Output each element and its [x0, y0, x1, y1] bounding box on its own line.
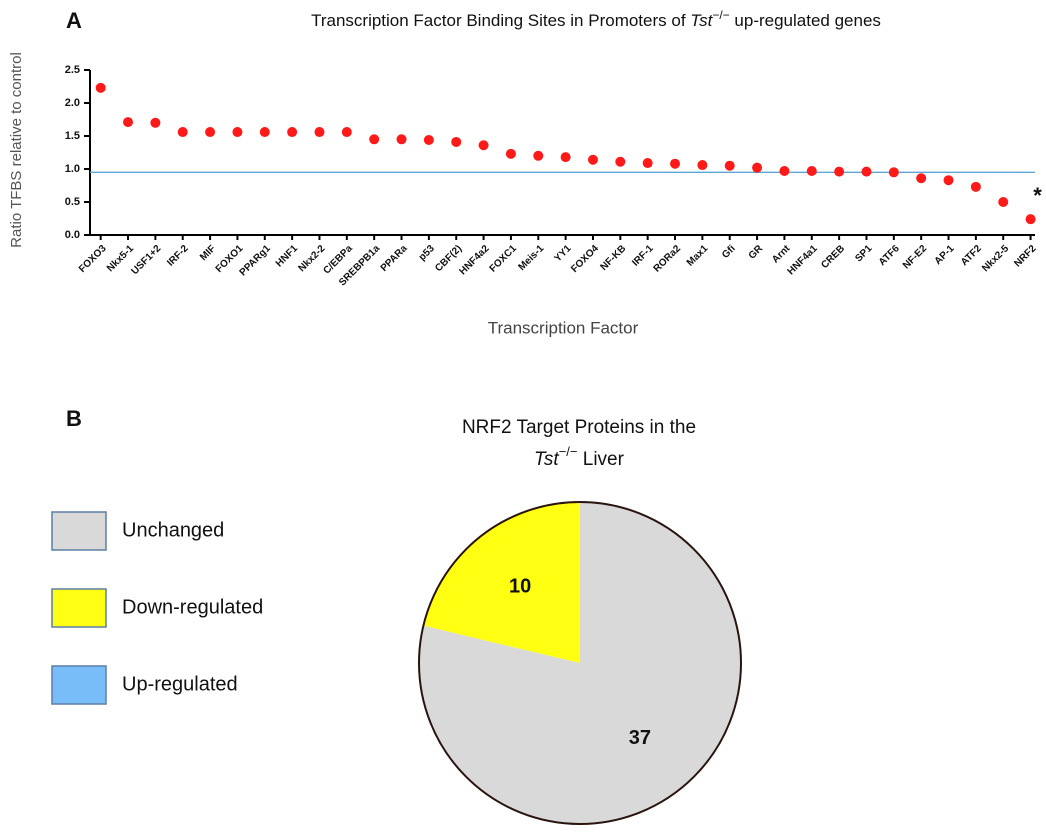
y-tick-label: 2.5	[65, 64, 80, 76]
dot	[451, 136, 462, 147]
x-tick-label: HNF4a1	[786, 243, 820, 277]
x-tick-label: IRF-1	[630, 243, 656, 269]
legend-swatch	[51, 511, 107, 551]
dot	[834, 166, 845, 177]
dot	[560, 152, 571, 163]
x-tick-label: FOXC1	[488, 243, 520, 275]
x-tick-label: NRF2	[1012, 243, 1039, 270]
dot	[861, 166, 872, 177]
x-tick-label: CREB	[819, 243, 847, 271]
dot	[998, 197, 1009, 207]
panel-label: A	[66, 8, 82, 33]
dot	[396, 134, 407, 145]
dot	[259, 127, 270, 138]
title-part: NRF2 Target Proteins in the	[462, 417, 696, 438]
x-tick-label: MIF	[198, 243, 218, 263]
y-axis-label: Ratio TFBS relative to control	[8, 52, 25, 248]
y-tick-label: 1.5	[65, 130, 80, 142]
dot	[642, 158, 653, 169]
dot	[150, 117, 161, 128]
y-tick-label: 2.0	[65, 97, 80, 109]
dot	[943, 175, 954, 186]
chart-title: Transcription Factor Binding Sites in Pr…	[311, 8, 881, 30]
dot	[314, 127, 325, 138]
dot	[232, 127, 243, 138]
dot	[779, 165, 790, 176]
legend-label: Unchanged	[122, 519, 224, 541]
dot	[587, 154, 598, 165]
pie-title: NRF2 Target Proteins in the	[462, 417, 696, 438]
x-tick-label: RORa2	[652, 243, 684, 275]
dot	[95, 82, 106, 93]
dot	[423, 134, 434, 145]
x-axis-label: Transcription Factor	[488, 318, 639, 337]
pie-slice	[423, 502, 580, 663]
legend-swatch	[51, 588, 107, 628]
dot	[123, 117, 134, 128]
dot	[533, 150, 544, 161]
dot	[752, 162, 763, 173]
x-tick-label: FOXO3	[77, 243, 109, 275]
dot	[697, 160, 708, 171]
legend-label: Up-regulated	[122, 673, 238, 695]
dot	[341, 127, 352, 138]
title-part: Transcription Factor Binding Sites in Pr…	[311, 11, 690, 30]
x-tick-label: Nkx2-5	[980, 243, 1011, 274]
y-tick-label: 0.0	[65, 229, 80, 241]
title-part: Tst	[534, 449, 559, 470]
x-tick-label: Arnt	[770, 243, 793, 266]
pie-outline	[418, 501, 742, 825]
y-tick-label: 0.5	[65, 196, 80, 208]
x-tick-label: SP1	[853, 243, 874, 264]
legend-swatch	[51, 665, 107, 705]
x-tick-label: Meis-1	[516, 243, 546, 273]
x-tick-label: Gfi	[720, 243, 738, 261]
x-tick-label: AP-1	[933, 243, 957, 267]
dot	[615, 156, 626, 167]
title-part: Tst	[690, 11, 713, 30]
dot	[806, 165, 817, 176]
dot	[205, 127, 216, 138]
x-tick-label: HNF4a2	[457, 243, 491, 277]
dot	[369, 134, 380, 145]
x-tick-label: ATF6	[877, 243, 902, 268]
x-tick-label: FOXO4	[569, 243, 601, 275]
x-tick-label: p53	[417, 243, 437, 263]
dot	[478, 140, 489, 151]
dot	[505, 148, 516, 159]
dot	[1025, 214, 1036, 225]
title-part: −/−	[712, 8, 729, 22]
slice-label: 37	[629, 727, 651, 749]
dot	[177, 127, 188, 138]
x-tick-label: Max1	[685, 243, 711, 269]
x-tick-label: USF1+2	[129, 243, 163, 277]
dot	[970, 181, 981, 192]
legend-label: Down-regulated	[122, 596, 263, 618]
y-tick-label: 1.0	[65, 163, 80, 175]
dot	[888, 167, 899, 178]
x-tick-label: YY1	[552, 243, 573, 264]
x-tick-label: PPARa	[379, 243, 410, 274]
x-tick-label: PPARg1	[238, 243, 273, 278]
pie-title: Tst−/− Liver	[534, 444, 625, 470]
x-tick-label: NF-E2	[901, 243, 930, 272]
x-tick-label: NF-KB	[599, 243, 629, 273]
title-part: −/−	[559, 444, 578, 459]
slice-label: 10	[509, 575, 531, 597]
x-tick-label: IRF-2	[165, 243, 191, 269]
panel-label: B	[66, 406, 82, 431]
title-part: up-regulated genes	[730, 11, 881, 30]
x-tick-label: ATF2	[959, 243, 984, 268]
dot	[670, 158, 681, 169]
title-part: Liver	[577, 449, 624, 470]
x-tick-label: GR	[747, 243, 766, 262]
dot	[916, 173, 927, 184]
dot	[724, 160, 735, 171]
dot	[287, 127, 298, 138]
annotation: *	[1033, 183, 1042, 208]
